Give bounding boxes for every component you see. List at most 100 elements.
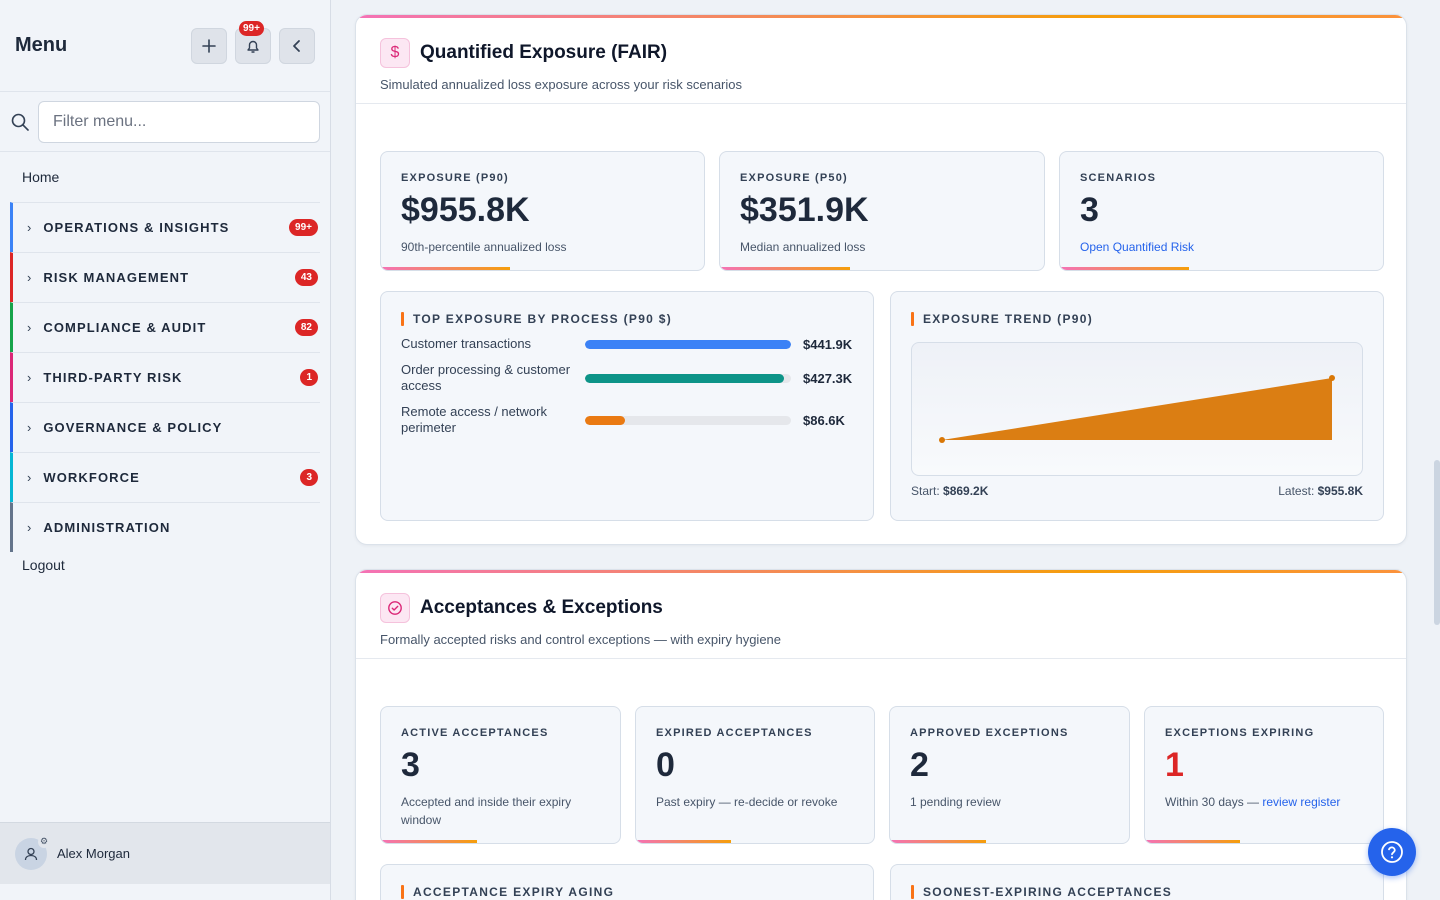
- chevron-right-icon: ›: [27, 320, 32, 335]
- acceptances-panel-header: Acceptances & Exceptions Formally accept…: [356, 573, 1406, 659]
- stat-accent-line: [720, 267, 850, 270]
- process-bar-row: Customer transactions $441.9K: [401, 336, 853, 352]
- stat-value: 3: [401, 746, 420, 784]
- stat-value: $351.9K: [740, 191, 869, 229]
- title-marker: [911, 312, 914, 326]
- bell-icon: [247, 40, 259, 53]
- nav-group-administration[interactable]: › ADMINISTRATION: [10, 502, 320, 552]
- stat-accent-line: [890, 840, 986, 843]
- process-label: Customer transactions: [401, 336, 532, 351]
- nav-group-label: RISK MANAGEMENT: [43, 270, 190, 285]
- filter-menu-input[interactable]: [38, 100, 320, 143]
- add-button[interactable]: [191, 27, 227, 64]
- nav-group-label: WORKFORCE: [43, 470, 140, 485]
- stat-accent-line: [381, 840, 477, 843]
- nav-group-label: GOVERNANCE & POLICY: [43, 420, 223, 435]
- nav-logout[interactable]: Logout: [22, 557, 65, 573]
- user-profile[interactable]: ⚙ Alex Morgan: [0, 822, 330, 884]
- nav-group-label: COMPLIANCE & AUDIT: [43, 320, 207, 335]
- stat-label: EXPOSURE (P50): [740, 172, 848, 184]
- stat-note-wrap: Open Quantified Risk: [1080, 238, 1363, 256]
- help-button[interactable]: [1368, 828, 1416, 876]
- stat-accent-line: [1060, 267, 1190, 270]
- process-label: Remote access / network perimeter: [401, 404, 547, 435]
- help-icon: [1381, 841, 1403, 863]
- process-bar-track: [585, 339, 791, 349]
- open-quantified-risk-link[interactable]: Open Quantified Risk: [1080, 240, 1195, 254]
- stat-approved-exceptions: APPROVED EXCEPTIONS 2 1 pending review: [889, 706, 1130, 844]
- sidebar: Menu 99+ Home ›OPERATIONS & INSIGHTS99+›…: [0, 0, 331, 900]
- stat-exposure-p50: EXPOSURE (P50) $351.9K Median annualized…: [719, 151, 1045, 271]
- chevron-left-icon: [293, 39, 300, 52]
- process-bar-row: Order processing & customer access $427.3…: [401, 362, 853, 394]
- fair-panel-header: $ Quantified Exposure (FAIR) Simulated a…: [356, 18, 1406, 104]
- stat-label: EXPIRED ACCEPTANCES: [656, 727, 813, 739]
- sidebar-title: Menu: [15, 34, 68, 56]
- chevron-right-icon: ›: [27, 220, 32, 235]
- chevron-right-icon: ›: [27, 270, 32, 285]
- top-exposure-by-process-card: TOP EXPOSURE BY PROCESS (P90 $) Customer…: [380, 291, 874, 521]
- trend-latest: Latest: $955.8K: [1278, 484, 1363, 498]
- trend-footer: Start: $869.2K Latest: $955.8K: [911, 484, 1363, 498]
- stat-expired-acceptances: EXPIRED ACCEPTANCES 0 Past expiry — re-d…: [635, 706, 875, 844]
- panel-accent-bar: [356, 15, 1406, 18]
- stat-value: 2: [910, 746, 929, 784]
- nav-group-risk-management[interactable]: › RISK MANAGEMENT 43: [10, 252, 320, 302]
- stat-active-acceptances: ACTIVE ACCEPTANCES 3 Accepted and inside…: [380, 706, 621, 844]
- stat-note-wrap: Within 30 days — review register: [1165, 793, 1363, 811]
- acceptances-panel: Acceptances & Exceptions Formally accept…: [355, 569, 1407, 900]
- sidebar-search: [0, 92, 330, 152]
- nav-group-operations-insights[interactable]: › OPERATIONS & INSIGHTS 99+: [10, 202, 320, 252]
- soonest-title: SOONEST-EXPIRING ACCEPTANCES: [923, 885, 1173, 899]
- dollar-icon: $: [380, 38, 410, 68]
- trend-start-value: $869.2K: [943, 484, 989, 498]
- stat-label: EXPOSURE (P90): [401, 172, 509, 184]
- nav-group-compliance-audit[interactable]: › COMPLIANCE & AUDIT 82: [10, 302, 320, 352]
- review-register-link[interactable]: review register: [1262, 795, 1341, 809]
- process-value: $441.9K: [803, 336, 853, 352]
- exposure-trend-svg: [939, 375, 1335, 443]
- collapse-sidebar-button[interactable]: [279, 27, 315, 64]
- chevron-right-icon: ›: [27, 370, 32, 385]
- process-value: $86.6K: [803, 412, 845, 428]
- process-bar-fill: [585, 373, 785, 383]
- notifications-button[interactable]: 99+: [235, 20, 271, 64]
- stat-accent-line: [381, 267, 511, 270]
- user-name: Alex Morgan: [57, 846, 130, 861]
- nav-group-label: OPERATIONS & INSIGHTS: [43, 220, 230, 235]
- stat-label: EXCEPTIONS EXPIRING: [1165, 727, 1315, 739]
- stat-label: SCENARIOS: [1080, 172, 1157, 184]
- notifications-badge: 99+: [239, 20, 264, 36]
- process-value: $427.3K: [803, 370, 853, 386]
- stat-value: 3: [1080, 191, 1099, 229]
- nav-group-badge: 99+: [289, 219, 318, 236]
- process-label: Order processing & customer access: [401, 362, 571, 393]
- title-marker: [911, 885, 914, 899]
- process-bar-track: [585, 373, 791, 383]
- process-bar-track: [585, 415, 791, 425]
- nav-group-badge: 1: [300, 369, 318, 386]
- trend-point-latest: [1329, 375, 1335, 381]
- nav-group-third-party-risk[interactable]: › THIRD-PARTY RISK 1: [10, 352, 320, 402]
- exposure-trend-chart: [911, 342, 1363, 476]
- avatar[interactable]: ⚙: [15, 835, 50, 870]
- acceptances-title: Acceptances & Exceptions: [420, 597, 663, 618]
- check-circle-icon: [380, 593, 410, 623]
- fair-title: Quantified Exposure (FAIR): [420, 42, 668, 63]
- stat-value: 1: [1165, 746, 1184, 784]
- main-scrollbar[interactable]: [1434, 460, 1440, 625]
- nav-group-badge: 82: [294, 319, 318, 336]
- stat-label: ACTIVE ACCEPTANCES: [401, 727, 549, 739]
- aging-title: ACCEPTANCE EXPIRY AGING: [413, 885, 615, 899]
- nav-group-governance-policy[interactable]: › GOVERNANCE & POLICY: [10, 402, 320, 452]
- nav-home[interactable]: Home: [22, 169, 60, 185]
- nav-group-workforce[interactable]: › WORKFORCE 3: [10, 452, 320, 502]
- process-bar-fill: [585, 339, 791, 349]
- plus-icon: [202, 38, 216, 53]
- process-title: TOP EXPOSURE BY PROCESS (P90 $): [413, 312, 673, 326]
- title-marker: [401, 312, 404, 326]
- title-marker: [401, 885, 404, 899]
- process-bars: Customer transactions $441.9K Order proces…: [401, 336, 853, 436]
- stat-note: 1 pending review: [910, 795, 1001, 809]
- nav-group-badge: 43: [294, 269, 318, 286]
